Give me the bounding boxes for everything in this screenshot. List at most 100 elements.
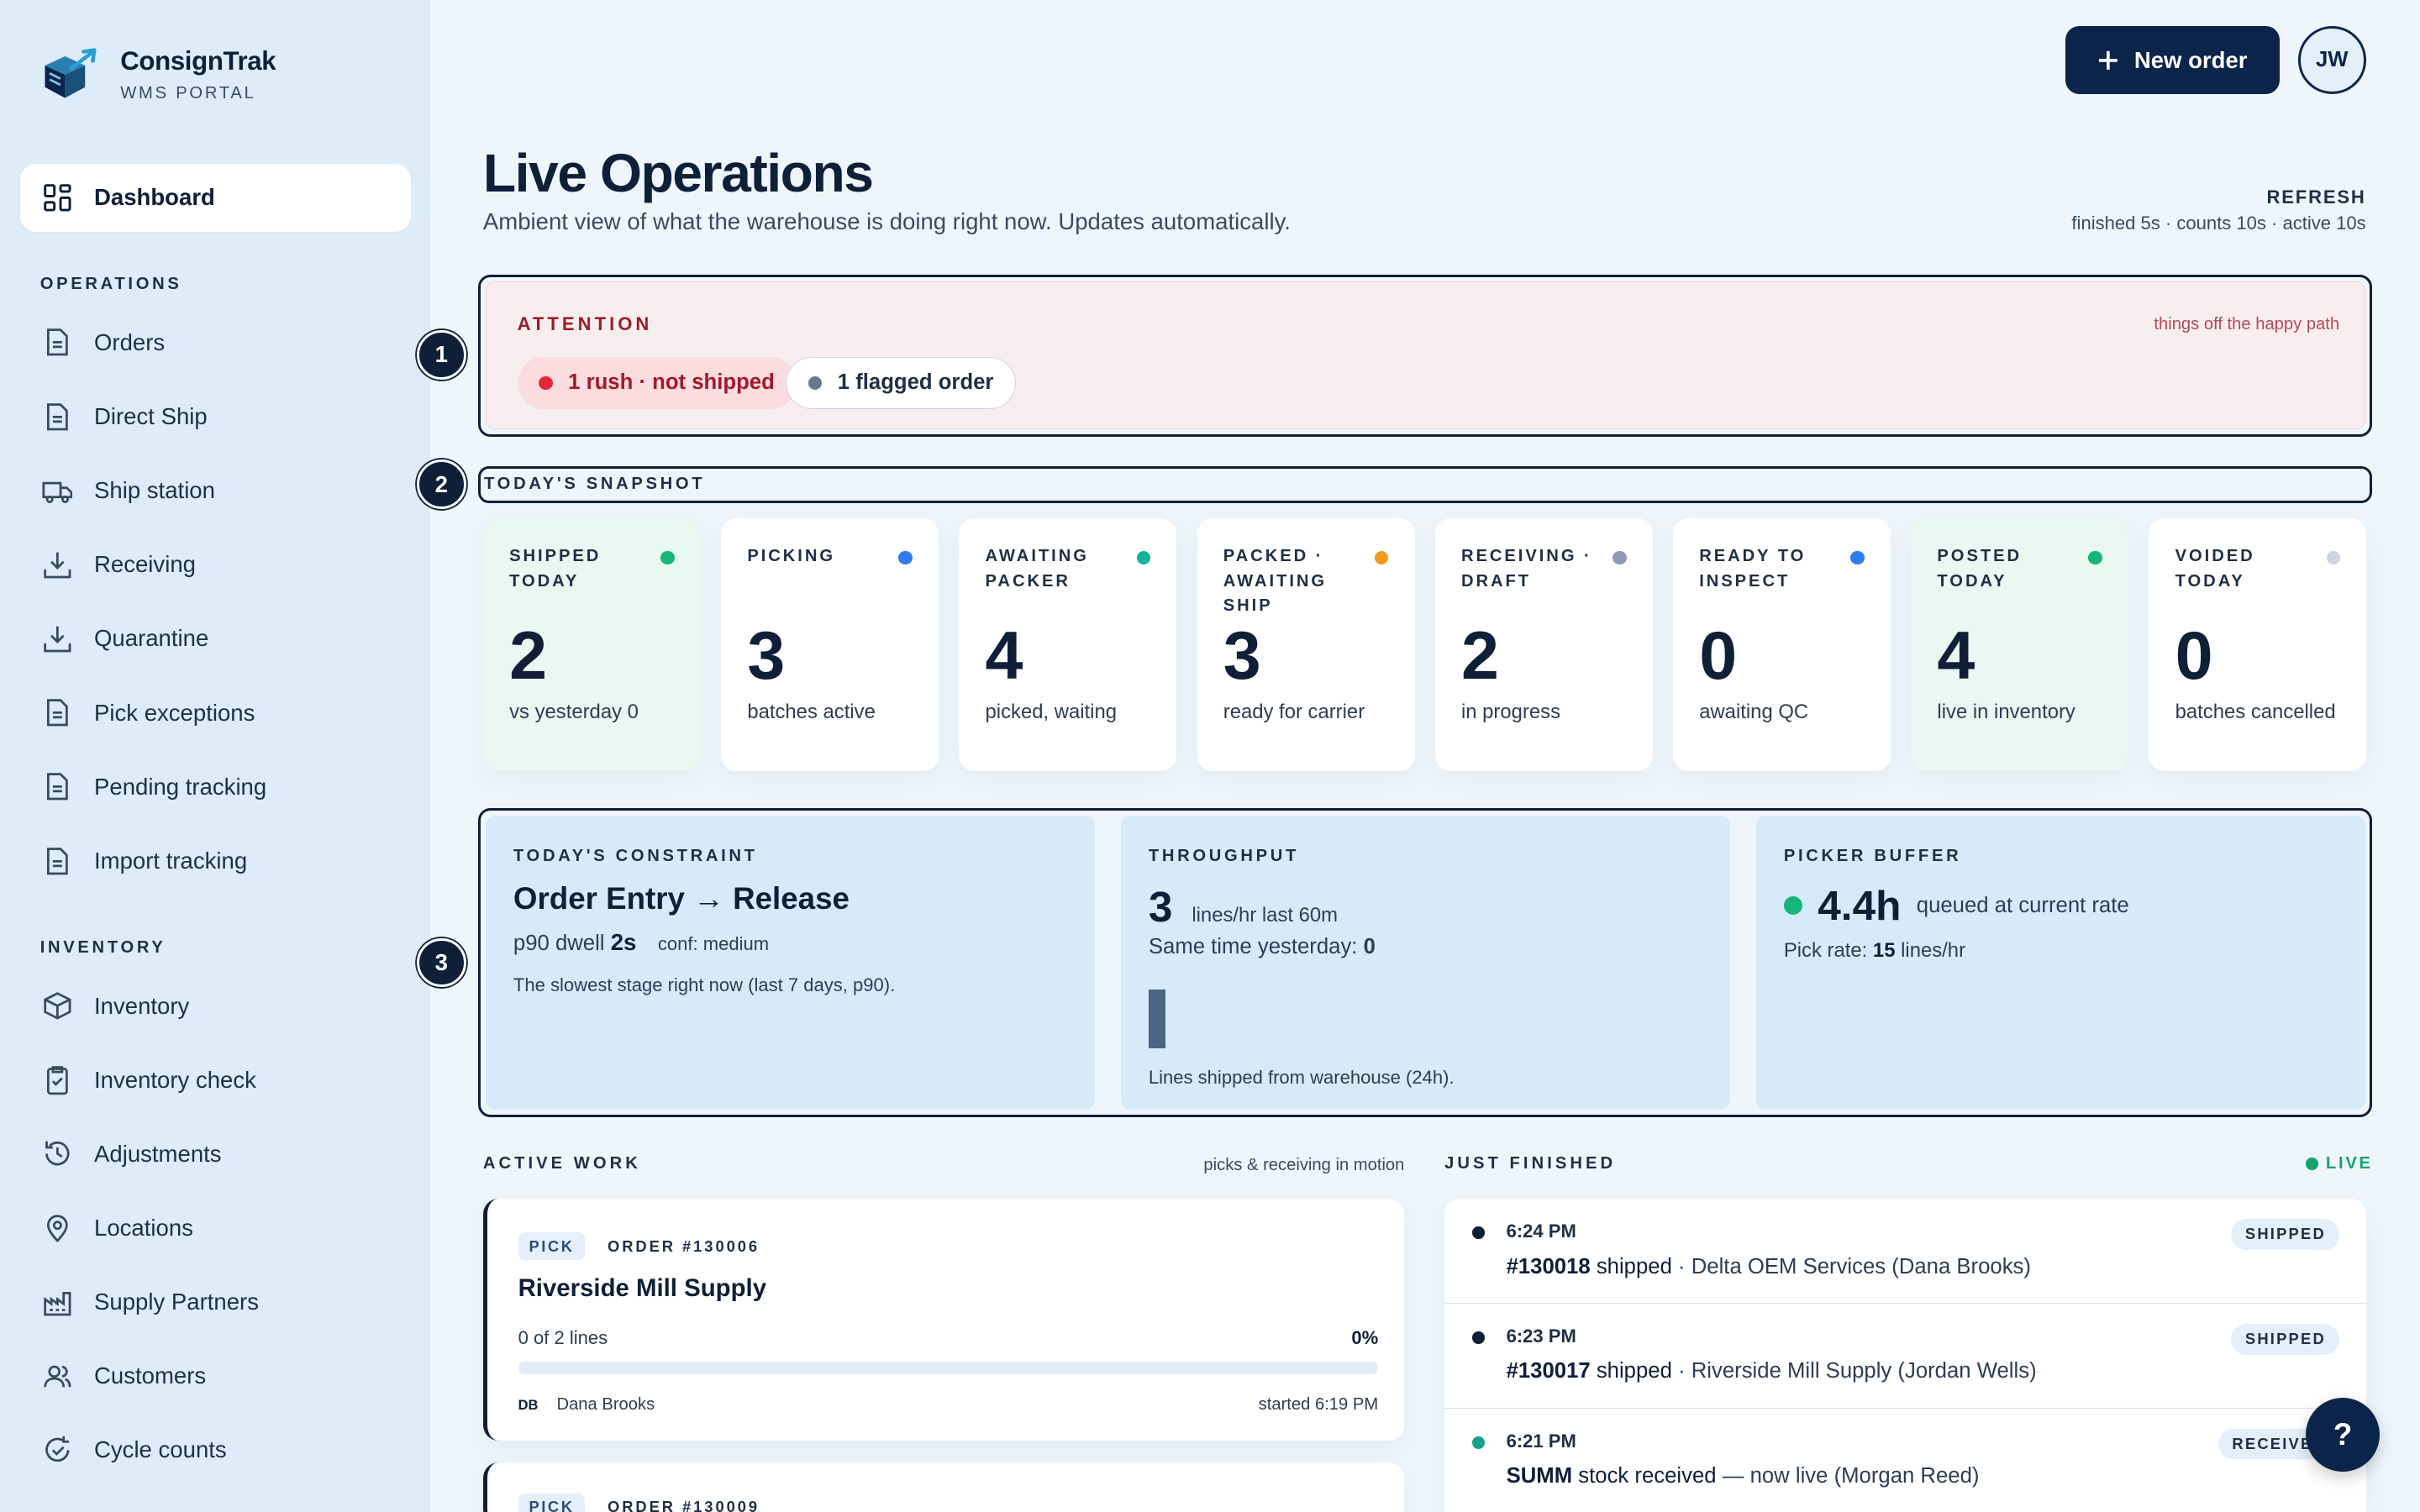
document-icon [46, 699, 68, 727]
sidebar-item-supply-partners[interactable]: Supply Partners [20, 1268, 411, 1336]
snapshot-card[interactable]: SHIPPED TODAY 2 vs yesterday 0 [482, 518, 701, 772]
snapshot-card[interactable]: AWAITING PACKER 4 picked, waiting [959, 518, 1177, 772]
active-work-note: picks & receiving in motion [1203, 1155, 1405, 1174]
sidebar-item-ship-station[interactable]: Ship station [20, 457, 411, 525]
brand[interactable]: ConsignTrak WMS PORTAL [40, 46, 276, 103]
status-dot [1850, 550, 1865, 565]
sidebar-item-import-tracking[interactable]: Import tracking [20, 827, 411, 895]
started-time: started 6:19 PM [1258, 1395, 1379, 1415]
nav-section-operations: OPERATIONS [39, 274, 182, 293]
event-verb: shipped [1596, 1254, 1672, 1278]
snapshot-card[interactable]: VOIDED TODAY 0 batches cancelled [2149, 518, 2367, 772]
card-value: 0 [2175, 617, 2213, 694]
event-ref: #130018 [1506, 1254, 1591, 1278]
sidebar-item-label: Pending tracking [94, 773, 267, 800]
new-order-button[interactable]: New order [2065, 26, 2280, 95]
card-sub: vs yesterday 0 [509, 700, 639, 723]
throughput-sparkbar [1148, 990, 1166, 1049]
pin-icon [46, 1215, 68, 1242]
finished-row[interactable]: 6:24 PM #130018 shipped · Delta OEM Serv… [1444, 1199, 2366, 1304]
sidebar-item-locations[interactable]: Locations [20, 1194, 411, 1263]
sidebar-item-label: Quarantine [94, 625, 209, 652]
factory-icon [43, 1291, 71, 1316]
flagged-order-chip[interactable]: 1 flagged order [786, 356, 1017, 410]
card-sub: batches cancelled [2175, 700, 2336, 723]
sidebar-item-direct-ship[interactable]: Direct Ship [20, 383, 411, 451]
sidebar-item-inventory-check[interactable]: Inventory check [20, 1046, 411, 1114]
help-button[interactable]: ? [2306, 1398, 2381, 1473]
assignee-name: Dana Brooks [556, 1395, 655, 1415]
event-dot [1472, 1226, 1485, 1239]
sidebar-item-label: Inventory [94, 992, 190, 1019]
clipboard-icon [46, 1066, 68, 1095]
sidebar-item-quarantine[interactable]: Quarantine [20, 605, 411, 673]
event-verb: stock received [1578, 1464, 1717, 1488]
sidebar-item-inventory[interactable]: Inventory [20, 972, 411, 1040]
status-badge: SHIPPED [2231, 1323, 2340, 1355]
user-avatar[interactable]: JW [2297, 26, 2366, 95]
finished-row[interactable]: 6:21 PM SUMM stock received — now live (… [1444, 1409, 2366, 1512]
event-detail: — now live (Morgan Reed) [1722, 1464, 1980, 1488]
sidebar-item-customers[interactable]: Customers [20, 1342, 411, 1410]
app-name: ConsignTrak [120, 46, 276, 76]
throughput-footer: Lines shipped from warehouse (24h). [1148, 1067, 1455, 1089]
sidebar-item-pending-tracking[interactable]: Pending tracking [20, 753, 411, 821]
sidebar-item-label: Dashboard [94, 184, 215, 211]
rate-unit: lines/hr [1901, 939, 1966, 963]
constraint-label: TODAY'S CONSTRAINT [513, 846, 758, 865]
event-ref: #130017 [1506, 1359, 1591, 1383]
active-work-card[interactable]: PICK ORDER #130009 [482, 1462, 1405, 1512]
rate-prefix: Pick rate: [1783, 939, 1868, 963]
truck-icon [42, 481, 72, 503]
constraint-card: TODAY'S CONSTRAINT Order Entry → Release… [485, 815, 1095, 1110]
card-sub: batches active [747, 700, 876, 723]
gray-status-dot [808, 375, 823, 391]
app-subtitle: WMS PORTAL [120, 84, 256, 103]
sidebar-item-receiving[interactable]: Receiving [20, 531, 411, 599]
sidebar-item-pick-exceptions[interactable]: Pick exceptions [20, 679, 411, 747]
document-icon [46, 847, 68, 874]
card-label: PICKING [747, 547, 836, 566]
live-label: LIVE [2325, 1153, 2373, 1173]
finished-row[interactable]: 6:23 PM #130017 shipped · Riverside Mill… [1444, 1304, 2366, 1409]
card-sub: awaiting QC [1699, 700, 1809, 723]
snapshot-card[interactable]: PICKING 3 batches active [721, 518, 939, 772]
status-dot [2326, 550, 2341, 565]
snapshot-card[interactable]: RECEIVING · DRAFT 2 in progress [1434, 518, 1653, 772]
card-value: 3 [1223, 617, 1261, 694]
step-marker-3: 3 [416, 937, 466, 988]
sidebar-item-adjustments[interactable]: Adjustments [20, 1120, 411, 1188]
customer-name: Riverside Mill Supply [518, 1273, 767, 1302]
card-value: 2 [509, 617, 548, 694]
dwell-prefix: p90 dwell [513, 931, 605, 955]
sidebar-item-dashboard[interactable]: Dashboard [19, 163, 411, 232]
status-dot [2088, 550, 2102, 565]
card-label: POSTED TODAY [1937, 547, 2023, 591]
event-message: #130017 shipped · Riverside Mill Supply … [1507, 1359, 2335, 1383]
pick-tag: PICK [518, 1493, 586, 1512]
snapshot-card[interactable]: POSTED TODAY 4 live in inventory [1911, 518, 2129, 772]
event-message: #130018 shipped · Delta OEM Services (Da… [1507, 1255, 2335, 1279]
sidebar: ConsignTrak WMS PORTAL Dashboard OPERATI… [0, 0, 431, 1512]
consigntrak-logo-icon [45, 48, 97, 98]
sidebar-item-label: Customers [94, 1362, 207, 1389]
active-work-card[interactable]: PICK ORDER #130006 Riverside Mill Supply… [482, 1199, 1405, 1441]
document-icon [46, 402, 68, 430]
sidebar-item-label: Inventory check [94, 1066, 256, 1093]
snapshot-card[interactable]: PACKED · AWAITING SHIP 3 ready for carrier [1197, 518, 1415, 772]
nav-section-inventory: INVENTORY [39, 937, 166, 957]
snapshot-card[interactable]: READY TO INSPECT 0 awaiting QC [1672, 518, 1891, 772]
rush-not-shipped-chip[interactable]: 1 rush · not shipped [517, 356, 797, 410]
sidebar-item-label: Direct Ship [94, 402, 208, 429]
event-message: SUMM stock received — now live (Morgan R… [1507, 1464, 2335, 1488]
download-icon [43, 552, 71, 579]
sidebar-item-orders[interactable]: Orders [20, 308, 411, 376]
dwell-value: 2s [610, 928, 637, 955]
status-dot [1612, 550, 1627, 565]
yesterday-value: 0 [1363, 934, 1376, 958]
green-status-dot [1783, 895, 1802, 916]
status-badge: SHIPPED [2231, 1218, 2340, 1250]
card-sub: ready for carrier [1223, 700, 1365, 723]
sidebar-item-cycle-counts[interactable]: Cycle counts [20, 1416, 411, 1484]
rate-value: 15 [1872, 939, 1896, 963]
